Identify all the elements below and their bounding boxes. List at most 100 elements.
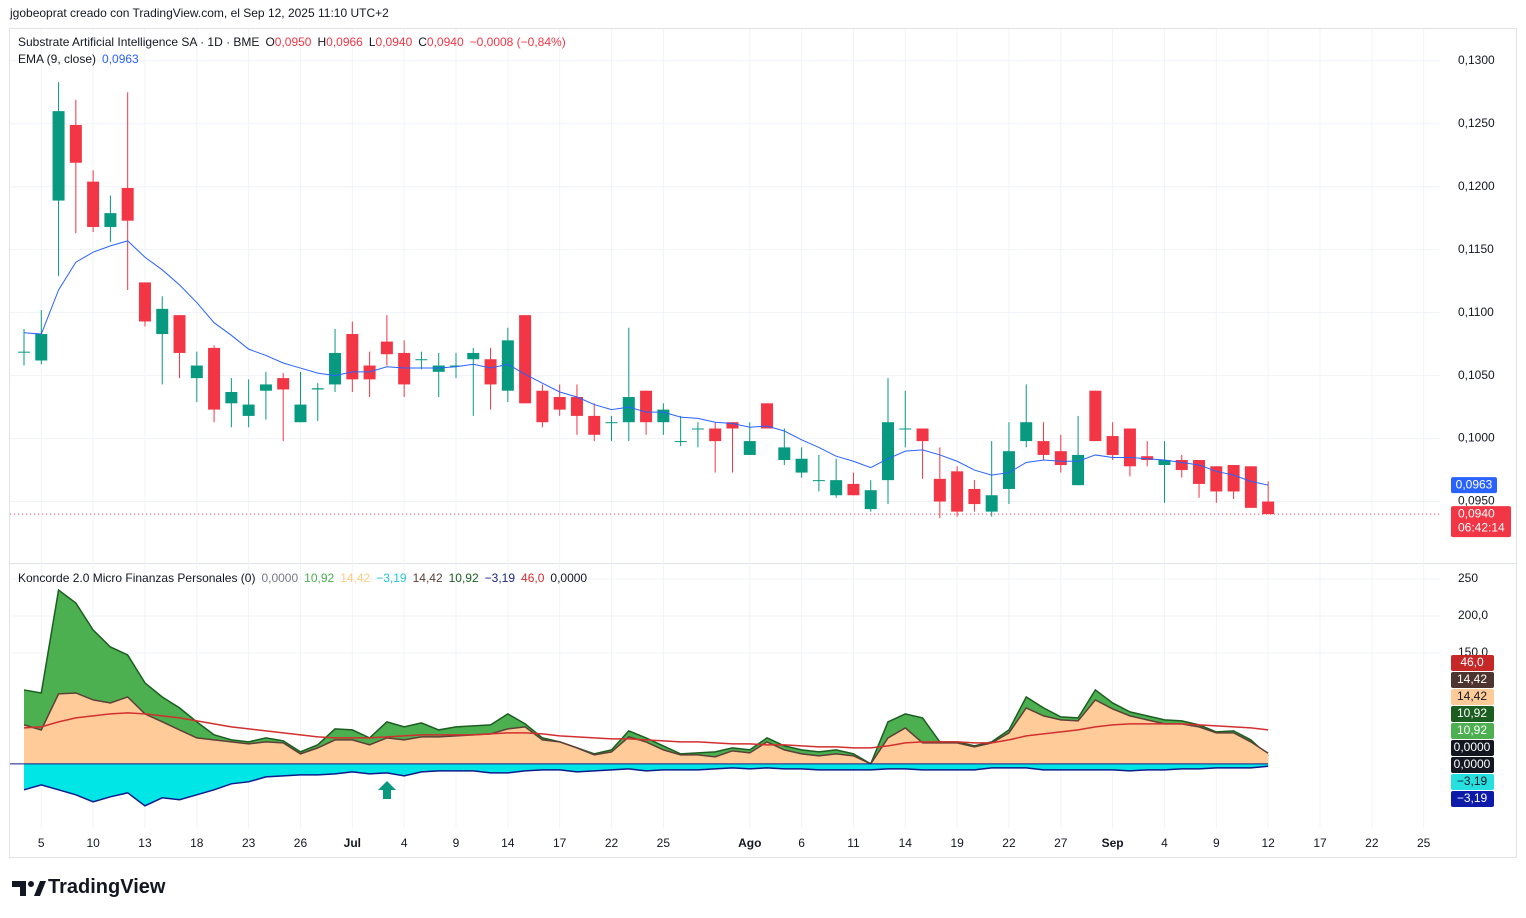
price-legend: Substrate Artificial Intelligence SA · 1… — [18, 35, 566, 49]
x-tick-label: 9 — [453, 836, 460, 850]
candle-body — [1158, 459, 1171, 466]
x-tick-label: 25 — [657, 836, 671, 850]
axis-badge — [1451, 689, 1494, 705]
axis-badge-label: −3,19 — [1457, 791, 1488, 805]
legend-value: 14,42 — [340, 571, 371, 585]
axis-badge — [1451, 672, 1494, 688]
price-badge-label: 0,0940 — [1458, 506, 1495, 520]
candle-body — [1002, 451, 1015, 489]
candle-body — [501, 340, 514, 391]
ohlc-value: 0,0940 — [375, 35, 413, 49]
legend-value: −3,19 — [376, 571, 407, 585]
ohlc-item: O0,0950 — [265, 35, 311, 49]
candle-body — [363, 365, 376, 380]
candle-body — [450, 365, 462, 367]
y-tick-label: 0,0950 — [1458, 494, 1495, 508]
y-tick-label: 0,1050 — [1458, 368, 1495, 382]
y-tick-label: 0,1250 — [1458, 116, 1495, 130]
x-tick-label: 22 — [1365, 836, 1379, 850]
x-tick-label: 14 — [899, 836, 913, 850]
y-tick-label: 0,1100 — [1458, 305, 1494, 319]
candle-body — [311, 388, 324, 390]
candle-body — [432, 365, 445, 372]
candle-body — [18, 351, 30, 353]
candle-body — [709, 428, 722, 442]
x-tick-label: 27 — [1054, 836, 1068, 850]
x-tick-label: 4 — [1161, 836, 1168, 850]
axis-badge — [1451, 774, 1494, 790]
logo-icon — [12, 881, 46, 896]
candle-body — [1227, 465, 1240, 492]
candle-body — [553, 397, 566, 410]
x-tick-label: 6 — [798, 836, 805, 850]
x-tick-label: 11 — [847, 836, 860, 850]
ohlc-key: H — [317, 35, 327, 49]
y-tick-label: 0,1200 — [1458, 179, 1495, 193]
candle-body — [899, 428, 912, 430]
candle-body — [467, 352, 480, 360]
x-tick-label: Sep — [1102, 836, 1124, 850]
candle-body — [916, 428, 929, 442]
x-tick-label: 13 — [138, 836, 152, 850]
candle-body — [778, 447, 791, 460]
candle-body — [882, 422, 894, 481]
y-tick-label: 0,1150 — [1458, 242, 1494, 256]
ohlc-value: 0,0940 — [426, 35, 464, 49]
legend-value: 10,92 — [304, 571, 335, 585]
legend-value: 14,42 — [412, 571, 443, 585]
candle-body — [1054, 451, 1067, 466]
legend-value: 10,92 — [448, 571, 479, 585]
axis-badge-label: 46,0 — [1460, 655, 1484, 669]
x-tick-label: 10 — [86, 836, 100, 850]
candle-body — [605, 422, 618, 424]
candle-body — [933, 478, 946, 502]
axis-badge — [1451, 706, 1494, 722]
candle-body — [225, 391, 238, 404]
axis-badge-label: 0,0000 — [1454, 757, 1491, 771]
candle-body — [259, 384, 272, 391]
indicator-area — [24, 692, 1269, 764]
candle-body — [138, 282, 151, 322]
ohlc-value: 0,0950 — [274, 35, 312, 49]
candle-body — [570, 397, 583, 416]
candle-body — [1193, 459, 1206, 484]
ema-line — [23, 240, 1269, 486]
candle-body — [87, 181, 100, 227]
indicator-area — [24, 763, 1269, 806]
axis-badge — [1451, 757, 1494, 773]
candle-body — [1037, 441, 1050, 455]
candle-body — [640, 390, 653, 423]
attribution: jgobeoprat creado con TradingView.com, e… — [10, 6, 389, 20]
candle-body — [329, 352, 342, 385]
axis-badge-label: 10,92 — [1457, 723, 1487, 737]
candle-body — [726, 422, 739, 429]
candle-body — [622, 397, 635, 423]
candle-body — [951, 471, 964, 512]
candle-body — [588, 415, 601, 435]
indicator-line — [23, 765, 1269, 807]
candle-body — [847, 483, 860, 496]
candle-body — [761, 403, 774, 429]
frame — [9, 28, 1517, 858]
legend-entry: EMA (9, close) — [18, 52, 97, 66]
x-tick-label: 5 — [38, 836, 45, 850]
x-tick-label: 17 — [553, 836, 567, 850]
axis-badge — [1451, 655, 1494, 671]
candle-body — [1141, 456, 1154, 460]
candle-body — [1020, 422, 1033, 442]
indicator-line — [23, 692, 1269, 765]
x-tick-label: 12 — [1261, 836, 1275, 850]
candle-body — [346, 334, 359, 380]
legend-value: −3,19 — [484, 571, 516, 585]
ema-badge-label: 0,0963 — [1456, 477, 1493, 491]
legend-value: 0,0000 — [261, 571, 299, 585]
x-tick-label: 22 — [1002, 836, 1016, 850]
axis-badge-label: 14,42 — [1457, 689, 1487, 703]
ohlc-item: H0,0966 — [317, 35, 362, 49]
candle-body — [277, 378, 290, 390]
logo: TradingView — [48, 876, 166, 898]
candle-body — [1244, 466, 1257, 508]
candle-body — [398, 352, 411, 385]
candle-body — [104, 213, 117, 227]
